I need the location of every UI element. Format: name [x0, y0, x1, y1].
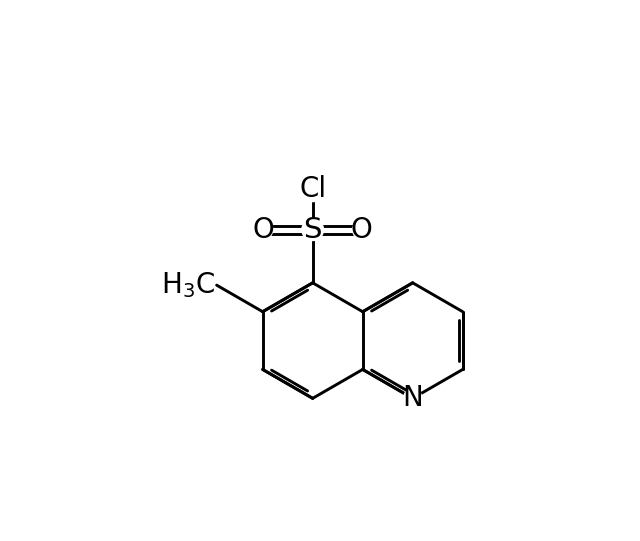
- Text: Cl: Cl: [299, 175, 326, 203]
- Circle shape: [302, 219, 323, 241]
- Circle shape: [254, 221, 273, 239]
- Text: $\mathregular{H_3C}$: $\mathregular{H_3C}$: [161, 270, 215, 300]
- Circle shape: [353, 221, 371, 239]
- Circle shape: [403, 389, 422, 407]
- Text: O: O: [351, 216, 372, 243]
- Text: S: S: [303, 216, 322, 243]
- Text: N: N: [403, 384, 423, 412]
- Circle shape: [300, 177, 325, 202]
- Text: O: O: [253, 216, 275, 243]
